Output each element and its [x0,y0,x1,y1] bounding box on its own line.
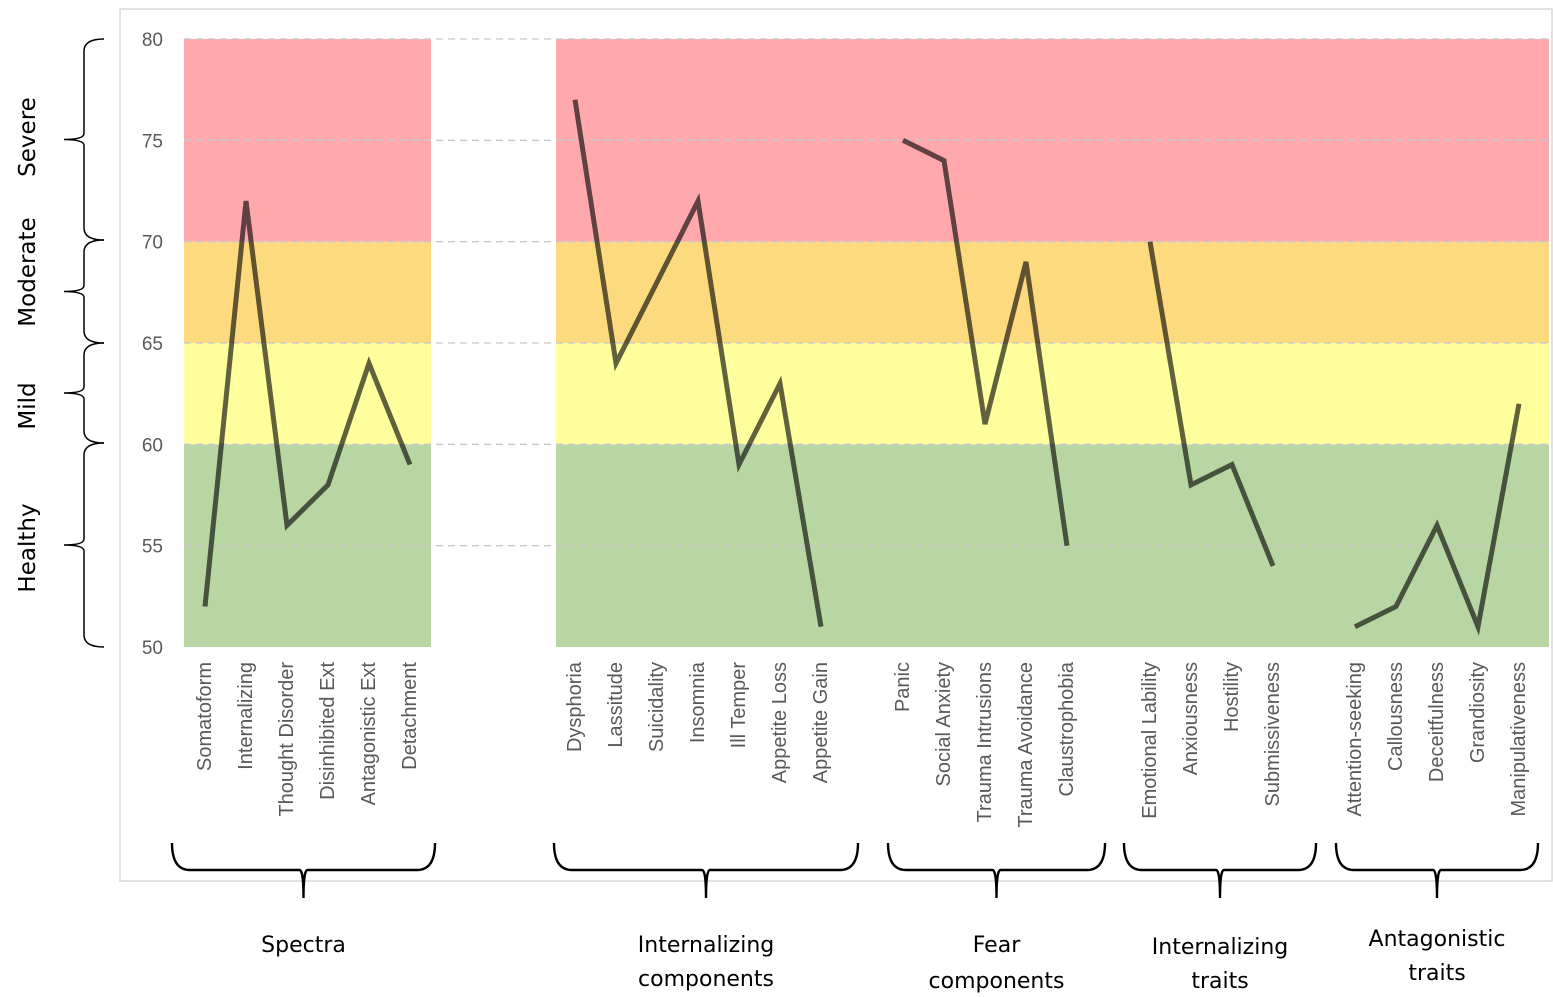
band-moderate-1 [184,241,431,343]
band-moderate-2 [556,241,1549,343]
category-label: Claustrophobia [1056,661,1078,796]
y-tick-50: 50 [142,638,163,659]
group-label: Spectra [261,933,346,958]
category-label: Appetite Gain [810,662,832,783]
category-label: Dysphoria [564,661,586,752]
category-label: Emotional Lability [1139,662,1161,819]
group-brace-1 [170,842,437,899]
category-label: Manipulativeness [1508,662,1530,817]
category-label: Appetite Loss [769,662,791,783]
y-tick-70: 70 [142,233,163,254]
severity-brace-severe [63,38,105,241]
severity-label-mild: Mild [15,382,41,429]
y-tick-75: 75 [142,131,163,152]
group-brace-3 [886,842,1107,899]
category-label: Internalizing [235,662,257,770]
y-tick-80: 80 [142,30,163,51]
series-line-1 [202,200,413,607]
category-labels: Somatoform Internalizing Thought Disorder D… [194,661,1530,828]
plot-frame [119,8,1553,882]
group-label: Fear components [929,933,1065,994]
group-braces: Spectra Internalizing components Fear compon… [170,842,1540,994]
y-tick-labels: 50 55 60 65 70 75 80 [142,30,163,659]
category-label: Ill Temper [728,662,750,749]
severity-braces: Healthy Mild Moderate Severe [15,38,105,648]
category-label: Grandiosity [1467,662,1489,763]
category-label: Disinhibited Ext [317,662,339,800]
category-label: Attention-seeking [1344,662,1366,817]
group-brace-5 [1334,842,1540,899]
group-label: Internalizing components [638,933,774,992]
category-label: Anxiousness [1180,662,1202,775]
severity-bands [184,39,1549,647]
category-label: Thought Disorder [276,662,298,817]
y-tick-55: 55 [142,537,163,558]
category-label: Callousness [1385,662,1407,771]
category-label: Submissiveness [1262,662,1284,807]
category-label: Hostility [1221,662,1243,732]
category-label: Panic [892,662,914,712]
category-label: Antagonistic Ext [358,662,380,806]
severity-brace-mild [63,342,105,444]
series-lines [202,99,1522,636]
group-label: Antagonistic traits [1369,927,1506,986]
group-label: Internalizing traits [1152,935,1288,994]
group-brace-4 [1122,842,1318,899]
category-label: Deceitfulness [1426,662,1448,782]
category-label: Insomnia [687,661,709,743]
y-tick-60: 60 [142,435,163,456]
category-label: Trauma Intrusions [974,662,996,822]
category-label: Lassitude [605,662,627,748]
category-label: Detachment [399,662,421,770]
severity-label-severe: Severe [15,97,41,177]
category-label: Social Anxiety [933,662,955,787]
group-brace-2 [552,842,860,899]
category-label: Trauma Avoidance [1015,662,1037,828]
series-line-4 [1147,241,1276,567]
severity-brace-moderate [63,239,105,344]
severity-label-moderate: Moderate [15,217,41,326]
severity-brace-healthy [63,442,105,648]
y-tick-65: 65 [142,334,163,355]
category-label: Suicidality [646,662,668,752]
category-label: Somatoform [194,662,216,771]
severity-label-healthy: Healthy [15,503,41,592]
